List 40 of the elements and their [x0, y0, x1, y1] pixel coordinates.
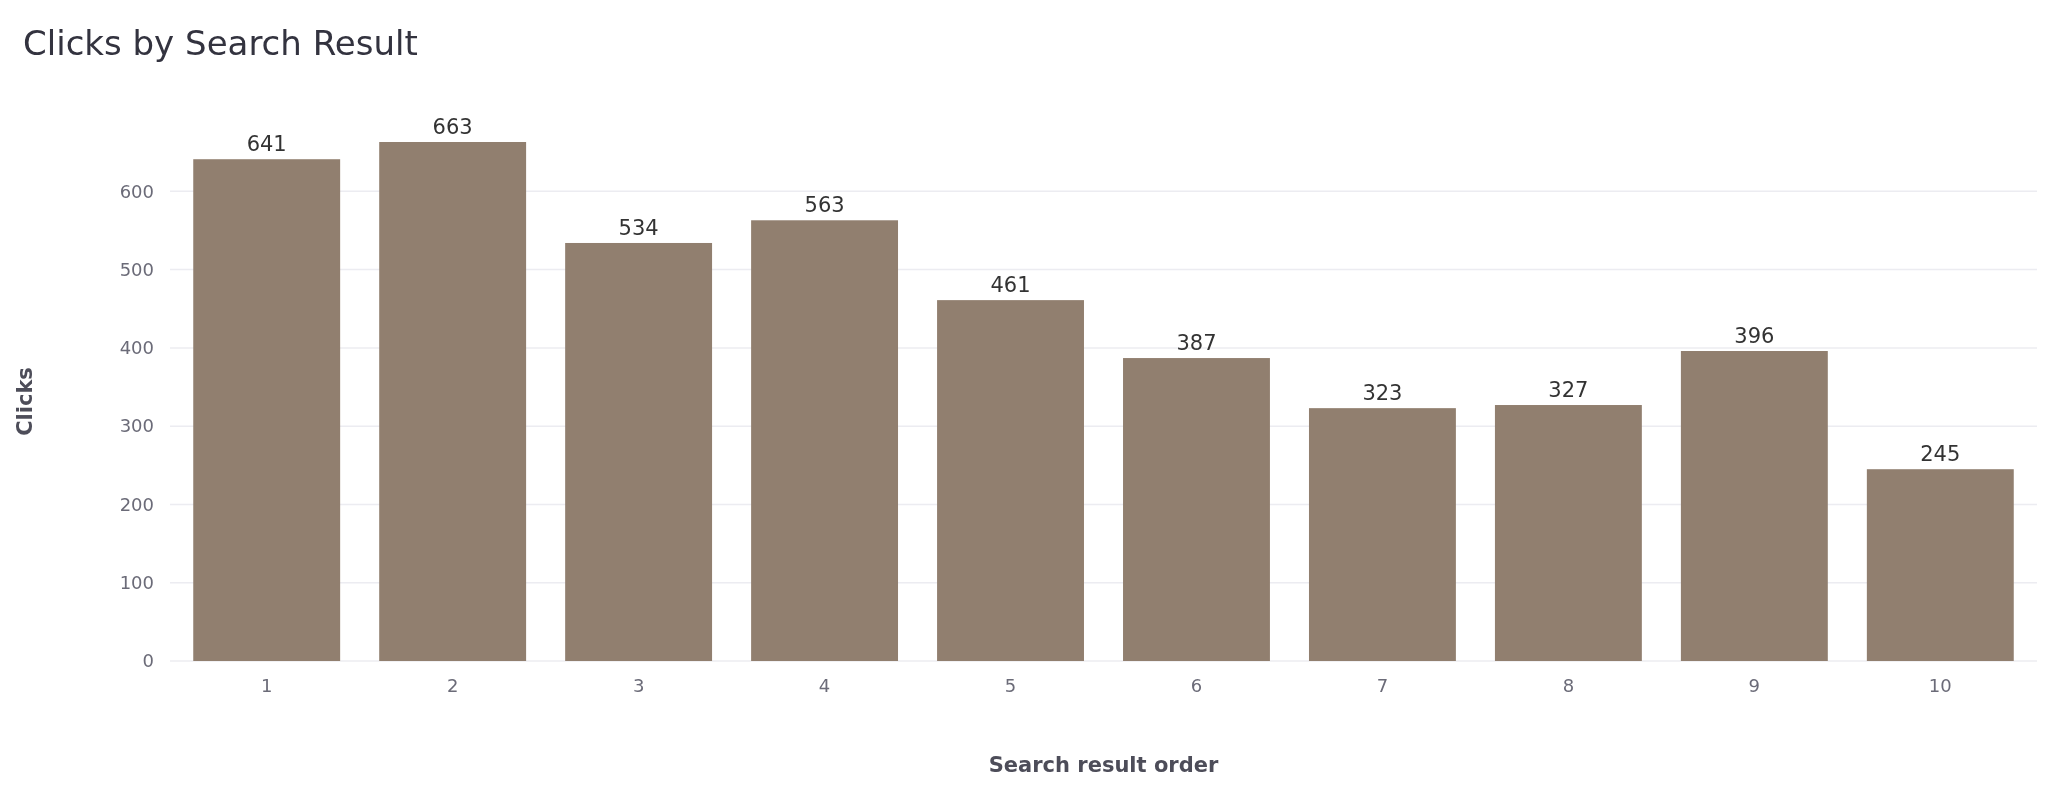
- bar: [1866, 469, 2014, 661]
- y-tick-label: 200: [119, 493, 154, 515]
- x-tick-label: 7: [1376, 675, 1389, 696]
- bar: [1680, 351, 1828, 661]
- x-tick-label: 3: [632, 675, 645, 696]
- data-label: 327: [1548, 378, 1589, 403]
- data-label: 641: [246, 132, 287, 157]
- y-tick-label: 300: [119, 415, 154, 437]
- bar: [379, 142, 527, 661]
- y-axis-title: Clicks: [13, 367, 37, 436]
- data-label: 663: [432, 115, 473, 139]
- y-tick-label: 100: [119, 572, 154, 594]
- data-label: 245: [1920, 442, 1961, 467]
- bar: [937, 300, 1084, 661]
- x-tick-label: 5: [1004, 675, 1017, 696]
- bar: [565, 242, 713, 661]
- bar: [1123, 358, 1270, 661]
- y-tick-label: 400: [119, 337, 154, 359]
- chart-title: Clicks by Search Result: [23, 23, 418, 63]
- y-tick-label: 0: [142, 650, 154, 672]
- data-label: 461: [990, 273, 1031, 298]
- bar: [193, 159, 341, 661]
- x-tick-label: 9: [1748, 675, 1761, 696]
- bar: [1308, 408, 1456, 661]
- x-tick-label: 10: [1928, 675, 1952, 696]
- data-label: 323: [1362, 381, 1403, 406]
- y-tick-label: 500: [119, 258, 154, 280]
- x-axis-title: Search result order: [988, 753, 1219, 777]
- x-tick-label: 1: [260, 675, 273, 696]
- y-tick-label: 600: [119, 180, 154, 202]
- data-label: 534: [618, 215, 659, 240]
- data-label: 387: [1176, 331, 1217, 356]
- bar: [1494, 405, 1642, 661]
- x-tick-label: 4: [818, 675, 831, 696]
- x-tick-label: 6: [1190, 675, 1203, 696]
- bar: [751, 220, 899, 661]
- x-tick-label: 2: [446, 675, 459, 696]
- x-tick-label: 8: [1562, 675, 1575, 696]
- data-label: 563: [804, 193, 845, 218]
- data-label: 396: [1734, 324, 1775, 349]
